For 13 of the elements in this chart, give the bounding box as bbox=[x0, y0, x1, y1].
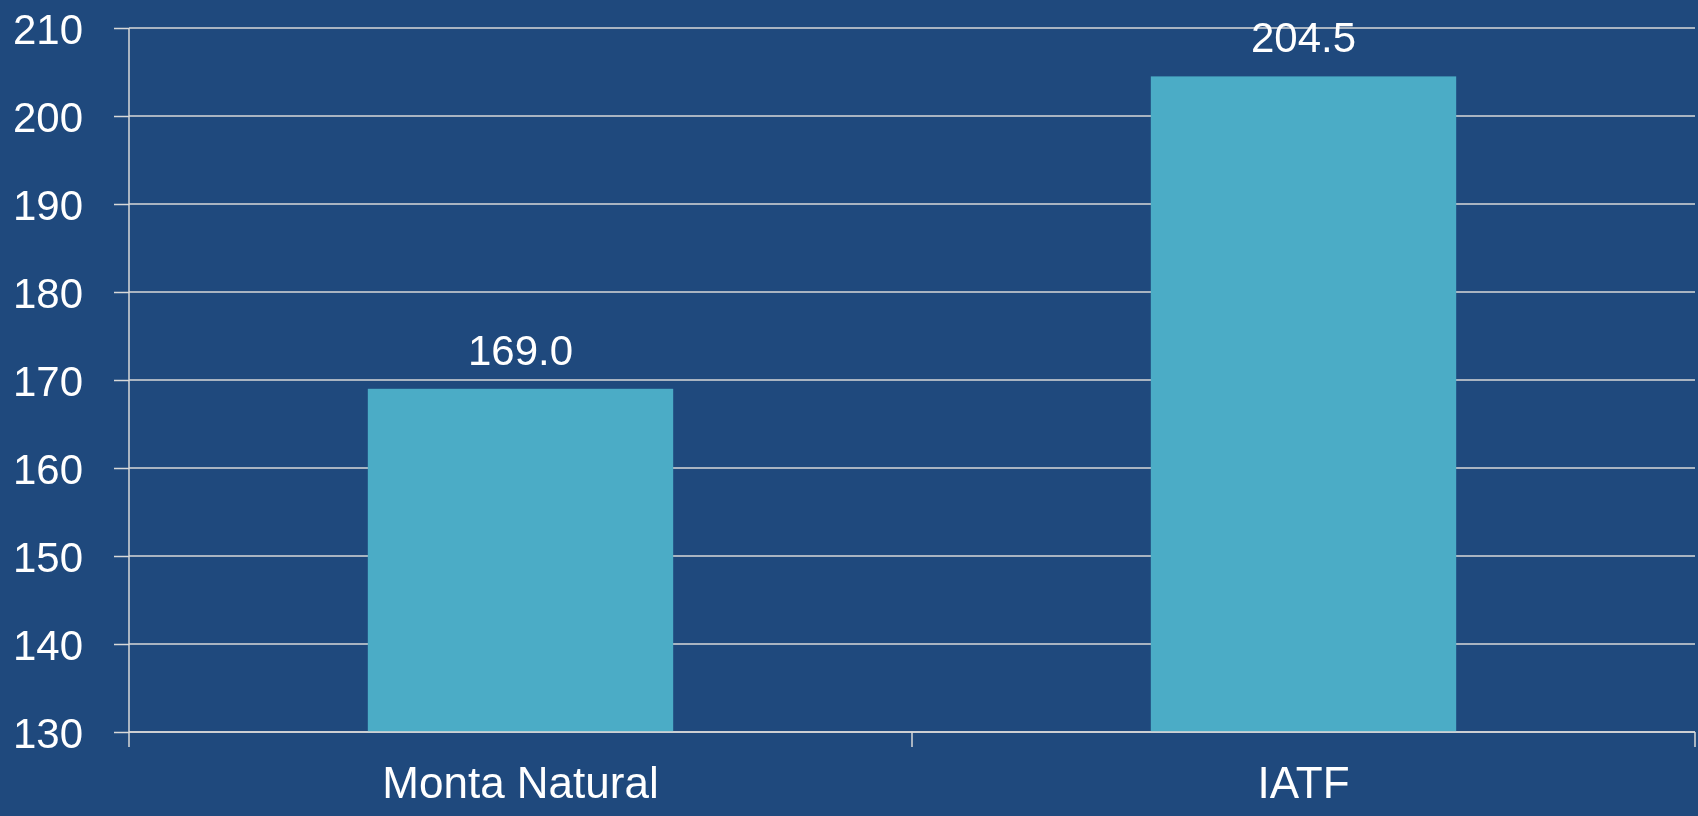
y-tick-label: 190 bbox=[12, 181, 83, 229]
data-label: 169.0 bbox=[467, 326, 574, 374]
x-tick-label: Monta Natural bbox=[382, 758, 659, 807]
y-tick-label: 180 bbox=[12, 269, 83, 317]
y-tick-label: 150 bbox=[12, 533, 83, 581]
y-tick-label: 160 bbox=[12, 445, 83, 493]
y-tick-label: 140 bbox=[12, 621, 83, 669]
y-tick-label: 130 bbox=[12, 709, 83, 757]
y-tick-label: 200 bbox=[12, 93, 83, 141]
y-tick-label: 210 bbox=[12, 5, 83, 53]
x-tick-label: IATF bbox=[1257, 758, 1350, 807]
data-label: 204.5 bbox=[1250, 14, 1357, 62]
y-tick-label: 170 bbox=[12, 357, 83, 405]
